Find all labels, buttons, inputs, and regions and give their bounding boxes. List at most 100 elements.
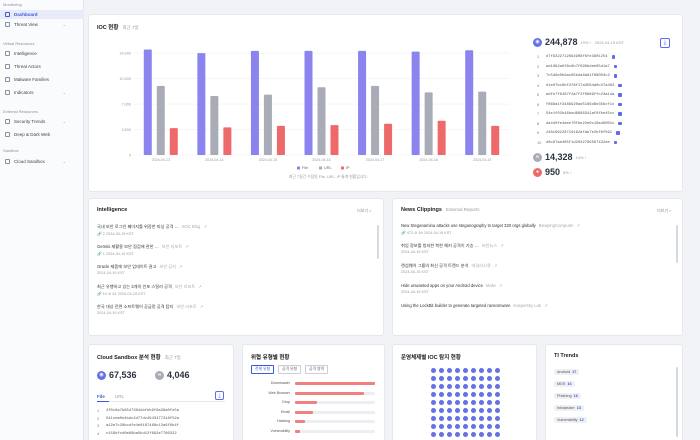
- chevron-down-icon: ⌄: [62, 90, 66, 95]
- sidebar-item-intelligence[interactable]: Intelligence: [0, 49, 84, 58]
- waffle-dot: [487, 384, 492, 389]
- trend-tag-name: Infostealer: [557, 406, 575, 410]
- sandbox-url-count: ∞ 4,046: [155, 370, 190, 380]
- list-item[interactable]: 1 d7f9322712894908f6fe3801254: [537, 53, 667, 61]
- type-badge: [618, 83, 622, 88]
- like-icon: ⊘: [414, 231, 419, 235]
- intel-item[interactable]: Gemini 재활용 보안 점검에 관한 … 보안 리포트 ↗: [97, 244, 367, 250]
- news-item-source: BleepingComputer: [538, 223, 574, 228]
- x-tick-label: 2024-04-13: [152, 158, 170, 162]
- list-item[interactable]: 4 c159bfcd0e68ba5bd12f692e7780322: [97, 430, 227, 438]
- trend-tag-name: Vulnerability: [557, 418, 578, 422]
- bar-label: Vulnerability: [270, 428, 290, 433]
- download-button[interactable]: ⤓: [660, 38, 670, 48]
- sidebar-item-deep-dark-web[interactable]: Deep & Dark Web: [0, 130, 84, 139]
- trend-tag[interactable]: Phishing 16: [554, 393, 581, 399]
- tab-url[interactable]: URL: [115, 394, 125, 399]
- intelligence-more-link[interactable]: 더보기 >: [357, 208, 372, 213]
- news-subtitle[interactable]: External Reports: [445, 207, 480, 212]
- hash-value: da4d0fe4aee70fbe22e0c10a46001c: [546, 121, 615, 126]
- trend-tag-count: 12: [579, 418, 584, 422]
- scrollbar[interactable]: [676, 225, 678, 263]
- sandbox-title: Cloud Sandbox 분석 현황 최근 7일: [97, 355, 181, 361]
- list-item[interactable]: 10 d8c87ae485f1d2032766567432ae: [537, 139, 667, 147]
- list-item[interactable]: 2 541cea0e4bdc4d77dc4943477318f52a: [97, 415, 227, 423]
- list-item[interactable]: 3 7c5d9e0b9ac85bda6a81f88003c2: [537, 72, 667, 80]
- sandbox-card: Cloud Sandbox 분석 현황 최근 7일 ◉ 67,536 ∞ 4,046 …: [88, 344, 234, 440]
- news-item[interactable]: Using the LockBit builder to generate ta…: [401, 303, 671, 308]
- waffle-dot: [495, 432, 500, 437]
- list-item[interactable]: 2 ad1892a6f8c6b7f696bdee65d1a7: [537, 63, 667, 71]
- views-count: 2: [102, 232, 105, 236]
- waffle-dot: [455, 432, 460, 437]
- sidebar-item-label: Dashboard: [14, 12, 38, 17]
- nav-icon: [5, 22, 10, 27]
- news-item[interactable]: Hide unwanted apps on your Android devic…: [401, 283, 671, 288]
- file-icon: ◉: [97, 370, 106, 380]
- trend-tag[interactable]: Vulnerability 12: [554, 417, 587, 423]
- segment-tab[interactable]: 공격 영역: [305, 365, 329, 374]
- list-item[interactable]: 3 a22e7c28bcdfe4e0187468c13a9f0b4f: [97, 422, 227, 430]
- trend-tag[interactable]: MDS 16: [554, 381, 575, 387]
- sidebar-item-threat-actors[interactable]: Threat Actors: [0, 62, 84, 71]
- list-item[interactable]: 9 248c99228719162afab7e2bf6f591: [537, 129, 667, 137]
- bar-url-2024-04-13: [156, 85, 165, 155]
- sidebar-item-indicators[interactable]: Indicators ⌄: [0, 88, 84, 97]
- tab-file[interactable]: File: [97, 394, 105, 399]
- news-item[interactable]: 랜섬웨어 그룹의 최신 공격 트렌드 분석 데일리시큐 ↗: [401, 263, 671, 269]
- bar-url-2024-04-18: [424, 92, 433, 155]
- intel-item[interactable]: Oracle 제품에 보안 업데이트 권고 보안 공지 ↗: [97, 264, 367, 270]
- total-delta: 19% ↑: [580, 39, 592, 45]
- nav-icon: [5, 132, 10, 137]
- news-item[interactable]: 취업 정보를 빙자한 북한 해커 공격이 기승 … 보안뉴스 ↗: [401, 243, 671, 249]
- waffle-dot: [447, 384, 452, 389]
- waffle-dot: [439, 424, 444, 429]
- ioc-title: IOC 현황 최근 7일: [97, 25, 139, 31]
- hash-value: 7c5d9e0b9ac85bda6a81f88003c2: [546, 74, 610, 78]
- waffle-dot: [439, 384, 444, 389]
- external-link-icon: ↗: [198, 284, 202, 289]
- list-item[interactable]: 8 da4d0fe4aee70fbe22e0c10a46001c: [537, 120, 667, 128]
- waffle-dot: [431, 432, 436, 437]
- waffle-dot: [447, 432, 452, 437]
- list-item[interactable]: 6 f868a1f3488920ad5186d6e35bcf1c: [537, 101, 667, 109]
- news-more-link[interactable]: 더보기 >: [657, 208, 672, 213]
- bar-url-2024-04-15: [263, 94, 272, 155]
- list-item[interactable]: 7 54e1f02b46bed8988341af6fbe45cc: [537, 110, 667, 118]
- list-item[interactable]: 1 4f0c9a7b85d7364dbfeb9f6a39a0fe5a: [97, 407, 227, 415]
- intel-item-title: Oracle 제품에 보안 업데이트 권고: [97, 264, 157, 269]
- bar-url-2024-04-19: [478, 91, 487, 155]
- sidebar-item-dashboard[interactable]: Dashboard: [0, 10, 84, 19]
- bar-fill: [295, 382, 375, 385]
- intel-item[interactable]: 한국 대상 전면 소프트웨어 공급망 공격 탐지 보안 리포트 ↗: [97, 304, 367, 310]
- list-item[interactable]: 4 d1e07bc6bf2f8f17a3584a0c37a483: [537, 82, 667, 90]
- sidebar-item-cloud-sandbox[interactable]: Cloud Sandbox ⌄: [0, 157, 84, 166]
- waffle-dot: [479, 368, 484, 373]
- segment-tab[interactable]: 전체 유형: [251, 365, 275, 374]
- bar-label: Drop: [282, 400, 290, 404]
- waffle-dot: [439, 416, 444, 421]
- sidebar-item-security-trends[interactable]: Security Trends ⌄: [0, 117, 84, 126]
- bar-file-2024-04-18: [411, 51, 420, 155]
- trend-tag[interactable]: Infostealer 13: [554, 405, 584, 411]
- sidebar-item-malware-families[interactable]: Malware Families: [0, 75, 84, 84]
- trend-tag[interactable]: Android 17: [554, 369, 580, 375]
- news-item[interactable]: New Steganamina attacks use steganograph…: [401, 223, 671, 228]
- item-date: 2024-04-19 KST: [401, 290, 429, 294]
- intel-item[interactable]: 국내 보안 로그인 페이지를 위장한 피싱 공격 … SOC Blog ↗: [97, 224, 367, 230]
- sandbox-download-button[interactable]: ⤓: [215, 391, 224, 400]
- waffle-dot: [431, 384, 436, 389]
- scrollbar[interactable]: [676, 367, 678, 437]
- waffle-dot: [495, 384, 500, 389]
- type-badge: [618, 112, 622, 116]
- scrollbar[interactable]: [377, 225, 379, 259]
- segment-tab[interactable]: 공격 유형: [278, 365, 302, 374]
- external-link-icon: ↗: [493, 263, 498, 268]
- row-index: 9: [537, 131, 540, 135]
- intel-item[interactable]: 최근 유행하고 있는 3개의 인포 스틸러 공격 보안 리포트 ↗: [97, 284, 367, 290]
- waffle-dot: [471, 384, 476, 389]
- sidebar-item-threat-view[interactable]: Threat View ⌄: [0, 20, 84, 29]
- waffle-dot: [439, 408, 444, 413]
- item-date: 2024-04-19 KST: [401, 250, 429, 254]
- list-item[interactable]: 5 adfe7f6487f2a7f2f0889ffc23a1da: [537, 91, 667, 99]
